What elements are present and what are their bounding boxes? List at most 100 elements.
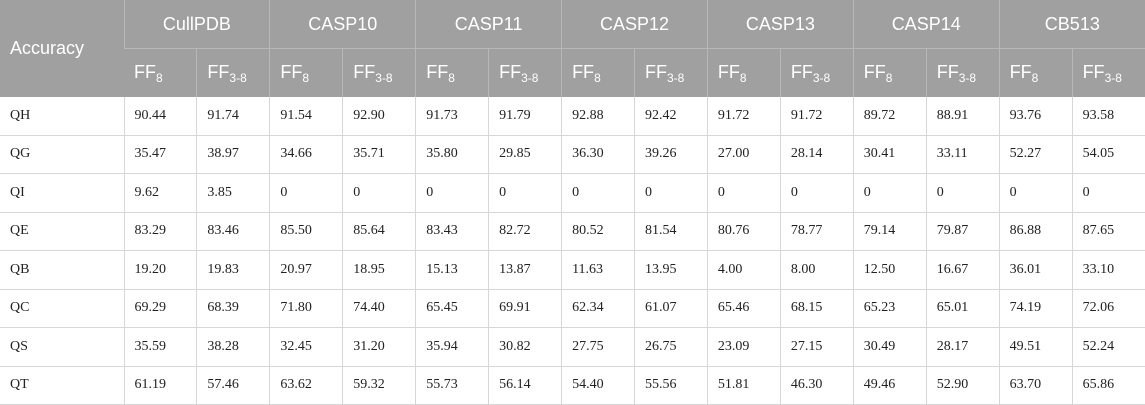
subheader-main: FF (644, 61, 667, 82)
cell: 54.40 (561, 366, 635, 405)
subheader-main: FF (863, 61, 886, 82)
corner-header: Accuracy (0, 0, 124, 97)
subheader-main: FF (207, 61, 230, 82)
data-row: QG 35.47 38.97 34.66 35.71 35.80 29.85 36.30 39.… (0, 135, 1145, 174)
cell: 39.26 (633, 135, 708, 174)
cell: 46.30 (779, 366, 854, 405)
header-row: Accuracy CullPDB CASP10 CASP11 CASP12 CASP13 C… (0, 0, 1145, 97)
cell: 78.77 (779, 212, 854, 251)
cell: 90.44 (123, 97, 197, 136)
subheader-main: FF (134, 61, 156, 82)
cell: 30.41 (852, 135, 927, 174)
row-label: QI (0, 173, 124, 213)
data-row: QS 35.59 38.28 32.45 31.20 35.94 30.82 27.75 26.… (0, 327, 1145, 367)
subheader: FF8 (852, 48, 927, 97)
cell: 52.90 (925, 366, 1000, 405)
cell: 79.14 (852, 212, 927, 251)
row-label: QG (0, 135, 124, 174)
cell: 80.52 (561, 212, 635, 251)
cell: 55.56 (633, 366, 708, 405)
cell: 49.51 (998, 327, 1073, 367)
cell: 86.88 (998, 212, 1073, 251)
cell: 62.34 (561, 289, 635, 328)
subheader-main: FF (426, 61, 449, 82)
cell: 68.39 (196, 289, 270, 328)
cell: 28.17 (925, 327, 1000, 367)
subheader-main: FF (936, 61, 959, 82)
cell: 0 (415, 173, 489, 213)
cell: 33.11 (925, 135, 1000, 174)
cell: 51.81 (706, 366, 781, 405)
cell: 68.15 (779, 289, 854, 328)
cell: 19.83 (196, 250, 270, 290)
group-header: CASP10 (269, 0, 416, 49)
table-body: QH 90.44 91.74 91.54 92.90 91.73 91.79 92.88 92.… (0, 97, 1145, 405)
data-row: QC 69.29 68.39 71.80 74.40 65.45 69.91 62.34 61.… (0, 289, 1145, 328)
subheader: FF3-8 (342, 48, 416, 97)
group-header: CASP12 (561, 0, 708, 49)
subheader-sub: 3-8 (375, 70, 393, 85)
subheader: FF8 (415, 48, 489, 97)
cell: 91.73 (415, 97, 489, 136)
cell: 88.91 (925, 97, 1000, 136)
subheader-sub: 3-8 (812, 70, 831, 85)
cell: 13.87 (488, 250, 562, 290)
subheader-main: FF (499, 61, 522, 82)
subheader: FF3-8 (925, 48, 1000, 97)
cell: 72.06 (1071, 289, 1145, 328)
subheader: FF8 (706, 48, 781, 97)
subheader-main: FF (280, 61, 303, 82)
cell: 27.15 (779, 327, 854, 367)
cell: 12.50 (852, 250, 927, 290)
cell: 36.01 (998, 250, 1073, 290)
cell: 27.75 (561, 327, 635, 367)
data-row: QB 19.20 19.83 20.97 18.95 15.13 13.87 11.63 13.… (0, 250, 1145, 290)
subheader: FF8 (124, 48, 197, 97)
cell: 9.62 (123, 173, 197, 213)
cell: 4.00 (706, 250, 781, 290)
cell: 87.65 (1071, 212, 1145, 251)
cell: 93.76 (998, 97, 1073, 136)
cell: 26.75 (633, 327, 708, 367)
cell: 31.20 (342, 327, 416, 367)
cell: 15.13 (415, 250, 489, 290)
cell: 83.43 (415, 212, 489, 251)
cell: 69.91 (488, 289, 562, 328)
cell: 0 (488, 173, 562, 213)
subheader-sub: 3-8 (521, 70, 539, 85)
cell: 69.29 (123, 289, 197, 328)
data-row: QE 83.29 83.46 85.50 85.64 83.43 82.72 80.52 81.… (0, 212, 1145, 251)
row-label: QT (0, 366, 124, 405)
group-header: CASP14 (852, 0, 1000, 49)
cell: 35.71 (342, 135, 416, 174)
cell: 35.94 (415, 327, 489, 367)
cell: 52.24 (1071, 327, 1145, 367)
cell: 63.70 (998, 366, 1073, 405)
row-label: QE (0, 212, 124, 251)
cell: 16.67 (925, 250, 1000, 290)
cell: 81.54 (633, 212, 708, 251)
data-row: QH 90.44 91.74 91.54 92.90 91.73 91.79 92.88 92.… (0, 97, 1145, 136)
subheader-sub: 8 (885, 70, 893, 85)
cell: 0 (925, 173, 1000, 213)
cell: 79.87 (925, 212, 1000, 251)
cell: 38.97 (196, 135, 270, 174)
cell: 0 (706, 173, 781, 213)
cell: 32.45 (269, 327, 343, 367)
subheader-sub: 8 (302, 70, 310, 85)
subheader-main: FF (1009, 61, 1032, 82)
cell: 91.74 (196, 97, 270, 136)
subheader-sub: 8 (739, 70, 747, 85)
subheader-main: FF (572, 61, 595, 82)
cell: 83.29 (123, 212, 197, 251)
table-head: Accuracy CullPDB CASP10 CASP11 CASP12 CASP13 C… (0, 0, 1145, 97)
cell: 19.20 (123, 250, 197, 290)
cell: 0 (998, 173, 1073, 213)
cell: 59.32 (342, 366, 416, 405)
cell: 57.46 (196, 366, 270, 405)
cell: 0 (852, 173, 927, 213)
cell: 30.82 (488, 327, 562, 367)
subheader-sub: 8 (594, 70, 601, 85)
cell: 61.07 (633, 289, 708, 328)
